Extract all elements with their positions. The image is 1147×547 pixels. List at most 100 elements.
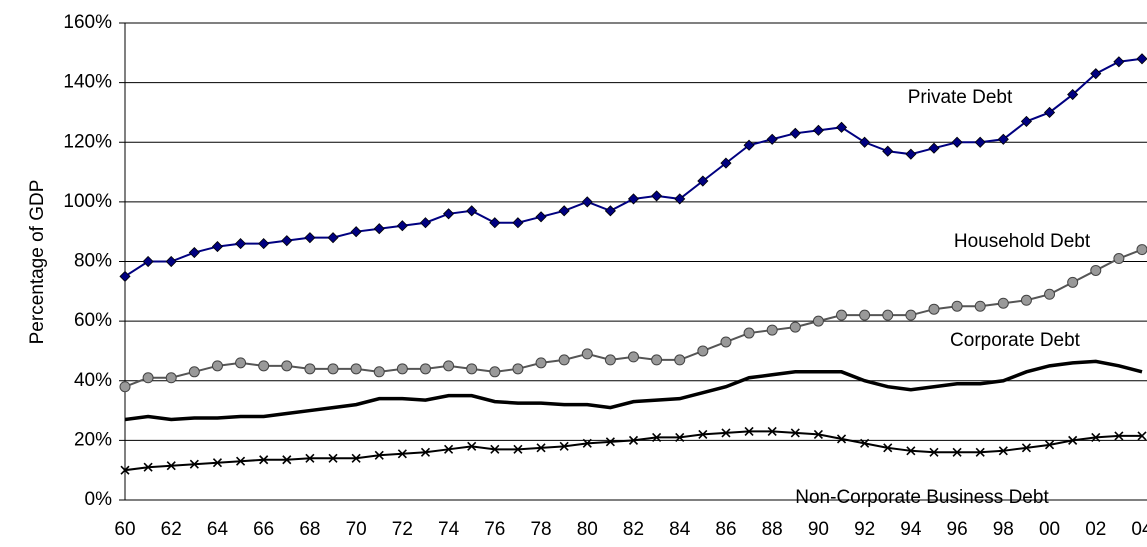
marker bbox=[697, 345, 709, 357]
marker bbox=[142, 255, 154, 268]
marker bbox=[928, 303, 940, 315]
marker bbox=[328, 453, 338, 463]
marker bbox=[628, 435, 639, 445]
marker bbox=[1113, 253, 1125, 265]
x-tick-label: 04 bbox=[1131, 519, 1147, 540]
marker bbox=[443, 208, 455, 220]
marker bbox=[651, 190, 663, 202]
marker bbox=[559, 441, 569, 451]
x-tick-label: 90 bbox=[808, 519, 829, 540]
marker bbox=[789, 127, 801, 139]
marker bbox=[675, 432, 685, 442]
x-tick-label: 84 bbox=[669, 519, 691, 540]
marker bbox=[766, 324, 778, 336]
marker bbox=[1044, 440, 1055, 450]
y-tick-label: 20% bbox=[74, 429, 112, 450]
marker bbox=[512, 363, 524, 375]
marker bbox=[119, 270, 131, 282]
series-line bbox=[124, 359, 1143, 422]
marker bbox=[721, 428, 731, 438]
marker bbox=[767, 426, 777, 436]
marker bbox=[1113, 56, 1125, 68]
marker bbox=[790, 428, 800, 438]
x-tick-label: 86 bbox=[715, 519, 736, 540]
marker bbox=[1021, 443, 1031, 453]
marker bbox=[396, 363, 408, 375]
marker bbox=[882, 309, 894, 321]
marker bbox=[1044, 288, 1056, 300]
marker bbox=[743, 327, 755, 339]
marker bbox=[281, 360, 293, 372]
marker bbox=[605, 437, 615, 447]
marker bbox=[512, 217, 524, 229]
marker bbox=[165, 255, 177, 268]
marker bbox=[1090, 264, 1102, 276]
marker bbox=[651, 354, 663, 366]
marker bbox=[188, 366, 200, 378]
marker bbox=[928, 142, 940, 154]
marker bbox=[166, 461, 176, 471]
marker bbox=[812, 315, 824, 327]
series-line bbox=[124, 430, 1142, 472]
marker bbox=[466, 363, 478, 375]
series-label: Private Debt bbox=[908, 87, 1013, 108]
x-tick-label: 62 bbox=[161, 519, 182, 540]
marker bbox=[789, 321, 801, 333]
marker bbox=[581, 348, 593, 360]
marker bbox=[373, 223, 385, 235]
marker bbox=[444, 444, 454, 454]
marker bbox=[350, 226, 362, 238]
marker bbox=[905, 309, 917, 321]
marker bbox=[859, 136, 871, 148]
x-tick-label: 88 bbox=[762, 519, 783, 540]
marker bbox=[1020, 294, 1032, 306]
marker bbox=[627, 193, 640, 205]
marker bbox=[1090, 68, 1102, 80]
marker bbox=[1137, 431, 1147, 441]
series-label: Household Debt bbox=[954, 231, 1091, 252]
marker bbox=[235, 357, 247, 369]
y-tick-label: 100% bbox=[63, 191, 112, 212]
marker bbox=[1136, 244, 1147, 256]
marker bbox=[536, 443, 546, 453]
x-tick-label: 80 bbox=[577, 519, 598, 540]
x-tick-label: 98 bbox=[993, 519, 1014, 540]
x-tick-label: 72 bbox=[392, 519, 413, 540]
marker bbox=[513, 444, 523, 454]
marker bbox=[1091, 432, 1101, 442]
marker bbox=[951, 136, 963, 148]
marker bbox=[1068, 435, 1078, 445]
marker bbox=[282, 455, 292, 465]
marker bbox=[119, 381, 131, 393]
marker bbox=[1043, 106, 1056, 119]
marker bbox=[466, 205, 478, 217]
x-tick-label: 76 bbox=[484, 519, 505, 540]
marker bbox=[952, 447, 962, 457]
x-tick-label: 64 bbox=[207, 519, 229, 540]
marker bbox=[351, 453, 361, 463]
marker bbox=[304, 363, 316, 375]
marker bbox=[535, 211, 547, 223]
marker bbox=[674, 193, 686, 205]
x-tick-label: 94 bbox=[900, 519, 922, 540]
marker bbox=[859, 309, 871, 321]
x-tick-label: 02 bbox=[1085, 519, 1106, 540]
x-tick-label: 74 bbox=[438, 519, 460, 540]
y-tick-label: 160% bbox=[63, 12, 112, 33]
marker bbox=[397, 449, 407, 459]
x-tick-label: 66 bbox=[253, 519, 274, 540]
marker bbox=[304, 232, 316, 244]
x-tick-label: 70 bbox=[346, 519, 367, 540]
x-tick-label: 00 bbox=[1039, 519, 1060, 540]
marker bbox=[188, 246, 200, 259]
marker bbox=[652, 432, 662, 442]
marker bbox=[604, 205, 616, 217]
marker bbox=[419, 217, 432, 229]
x-tick-label: 60 bbox=[114, 519, 135, 540]
marker bbox=[906, 446, 916, 456]
marker bbox=[697, 175, 709, 187]
marker bbox=[374, 450, 384, 460]
marker bbox=[882, 145, 894, 157]
marker bbox=[235, 238, 247, 250]
marker bbox=[744, 426, 754, 436]
